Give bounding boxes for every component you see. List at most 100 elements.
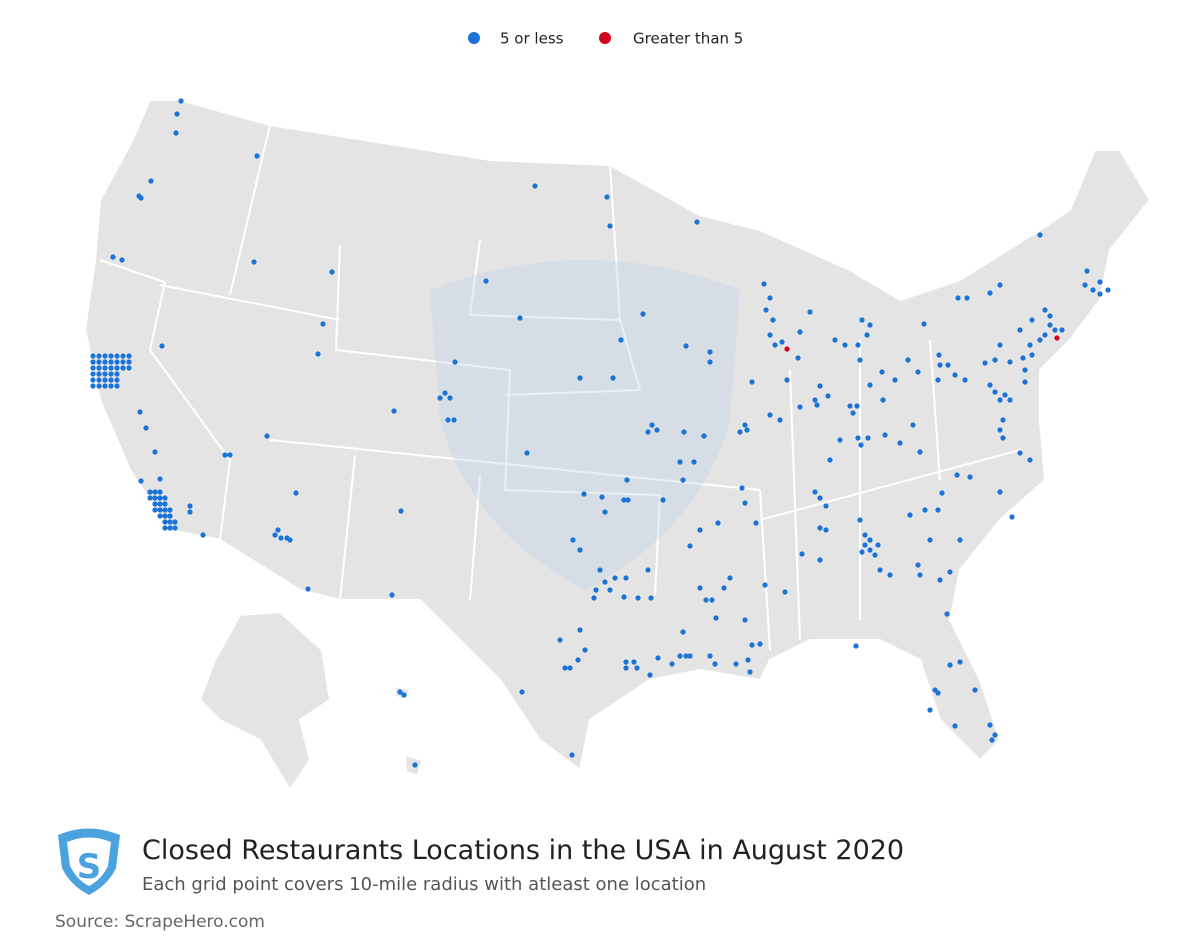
location-dot [681,429,687,435]
location-dot [602,509,608,515]
location-dot [997,397,1003,403]
location-dot [96,359,102,365]
location-dot [621,497,627,503]
location-dot [108,377,114,383]
location-dot [305,586,311,592]
location-dot [575,657,581,663]
location-dot [90,365,96,371]
location-dot [770,317,776,323]
location-dot [524,450,530,456]
location-dot [320,321,326,327]
location-dot [148,178,154,184]
location-dot [143,425,149,431]
location-dot [90,377,96,383]
location-dot [707,653,713,659]
location-dot [779,339,785,345]
location-dot [707,359,713,365]
location-dot [749,642,755,648]
location-dot [607,223,613,229]
location-dot [167,513,173,519]
location-dot [867,382,873,388]
location-dot [162,507,168,513]
location-dot [108,353,114,359]
location-dot [853,643,859,649]
location-dot [391,408,397,414]
location-dot [631,659,637,665]
location-dot [159,343,165,349]
location-dot [680,629,686,635]
location-dot [254,153,260,159]
location-dot [812,397,818,403]
location-dot [865,435,871,441]
location-dot [591,595,597,601]
location-dot [162,519,168,525]
location-dot [782,589,788,595]
location-dot [251,259,257,265]
location-dot [1029,352,1035,358]
location-dot [157,476,163,482]
location-dot [823,527,829,533]
location-dot [767,412,773,418]
location-dot [152,495,158,501]
location-dot [867,537,873,543]
location-dot [842,342,848,348]
location-dot [855,435,861,441]
location-dot [655,655,661,661]
location-dot [635,595,641,601]
location-dot [1007,397,1013,403]
location-dot [812,489,818,495]
location-dot [114,371,120,377]
alaska [198,610,332,792]
location-dot [612,575,618,581]
location-dot [947,569,953,575]
location-dot [854,403,860,409]
location-dot [697,527,703,533]
location-dot [763,307,769,313]
title: Closed Restaurants Locations in the USA … [142,835,904,866]
location-dot [174,111,180,117]
location-dot [90,359,96,365]
location-dot [599,494,605,500]
location-dot [1037,232,1043,238]
location-dot [452,359,458,365]
location-dot [275,527,281,533]
location-dot [742,617,748,623]
location-dot [680,477,686,483]
location-dot [817,495,823,501]
location-dot [847,403,853,409]
location-dot [157,507,163,513]
location-dot [624,477,630,483]
location-dot [997,342,1003,348]
location-dot [167,519,173,525]
location-dot [784,377,790,383]
location-dot [401,692,407,698]
location-dot [108,383,114,389]
location-dot [745,657,751,663]
location-dot [532,183,538,189]
location-dot [96,377,102,383]
location-dot [157,489,163,495]
location-dot [157,513,163,519]
location-dot [952,723,958,729]
location-dot [1027,342,1033,348]
location-dot [858,442,864,448]
location-dot [879,369,885,375]
location-dot [945,362,951,368]
location-dot [814,402,820,408]
location-dot [697,585,703,591]
location-dot [634,665,640,671]
location-dot [1017,450,1023,456]
location-dot [859,317,865,323]
location-dot [157,501,163,507]
location-dot [157,495,163,501]
location-dot [90,383,96,389]
location-dot [715,520,721,526]
location-dot [767,332,773,338]
location-dot [742,422,748,428]
location-dot [623,575,629,581]
location-dot [152,501,158,507]
location-dot [992,357,998,363]
location-dot [604,194,610,200]
location-dot [683,343,689,349]
